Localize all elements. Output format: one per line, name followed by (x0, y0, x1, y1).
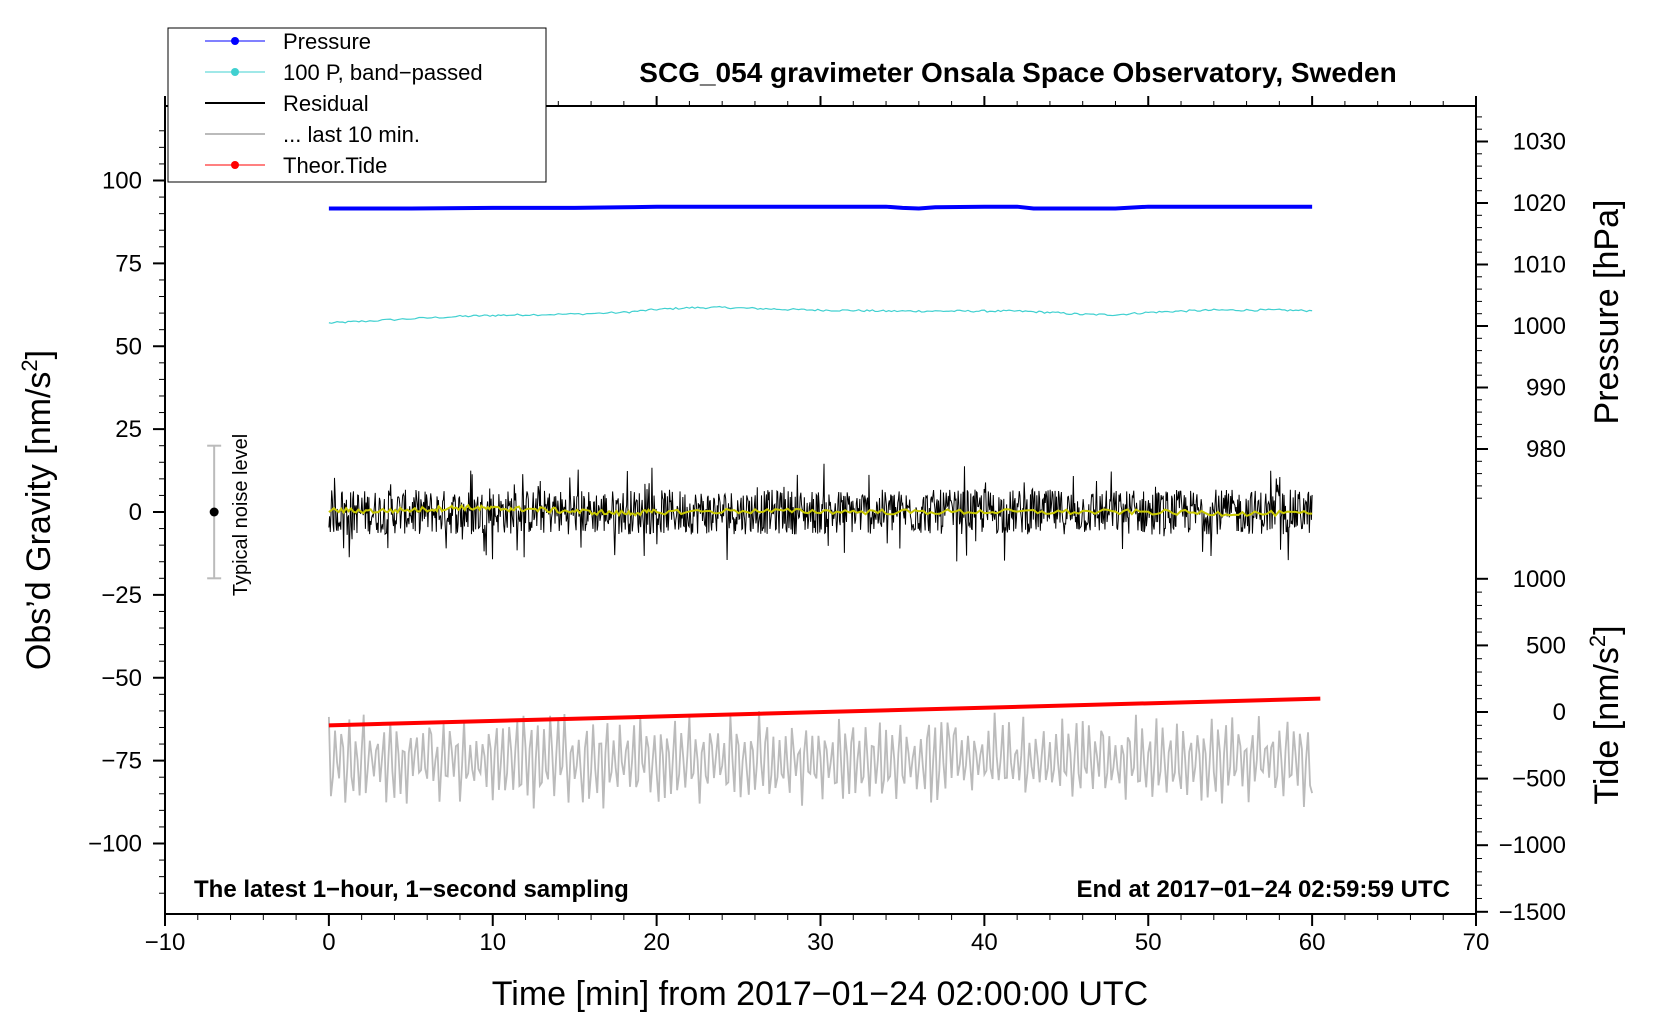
y-tick-label: 50 (115, 333, 142, 360)
series-residual-smoothed (328, 503, 1313, 518)
pressure-tick-label: 1000 (1513, 313, 1566, 340)
labels-layer: SCG_054 gravimeter Onsala Space Observat… (17, 57, 1626, 1013)
legend-label: ... last 10 min. (283, 122, 420, 147)
chart-title: SCG_054 gravimeter Onsala Space Observat… (639, 57, 1396, 88)
legend-marker (231, 37, 239, 45)
x-tick-label: 0 (322, 929, 335, 956)
x-tick-label: 60 (1299, 929, 1326, 956)
pressure-tick-label: 1030 (1513, 129, 1566, 156)
legend: Pressure 100 P, band−passed Residual ... la… (167, 27, 547, 183)
y-tick-label: 75 (115, 250, 142, 277)
x-tick-label: 30 (807, 929, 834, 956)
y-tick-label: −100 (88, 831, 142, 858)
annotation-end-time: End at 2017−01−24 02:59:59 UTC (1076, 876, 1450, 903)
series-layer (207, 204, 1321, 809)
tide-tick-label: −1500 (1499, 899, 1566, 926)
y-axis-title-main: Obs’d Gravity [nm/s2] (17, 350, 58, 670)
y-tick-label: 25 (115, 416, 142, 443)
y-tick-label: 0 (129, 499, 142, 526)
x-tick-label: 40 (971, 929, 998, 956)
legend-label: Residual (283, 91, 369, 116)
legend-box (167, 27, 547, 183)
legend-label: Pressure (283, 29, 371, 54)
pressure-tick-label: 980 (1526, 436, 1566, 463)
legend-marker (231, 161, 239, 169)
annotation-latest-hour: The latest 1−hour, 1−second sampling (194, 876, 629, 903)
legend-label: Theor.Tide (283, 153, 387, 178)
y-tick-label: −75 (101, 748, 142, 775)
ticks-layer: −10 0 10 20 30 40 50 60 701007550250−25−50−75−10… (88, 96, 1566, 956)
pressure-tick-label: 1010 (1513, 252, 1566, 279)
y-tick-label: 100 (102, 168, 142, 195)
x-tick-label: 10 (479, 929, 506, 956)
pressure-tick-label: 1020 (1513, 190, 1566, 217)
x-tick-label: −10 (145, 929, 186, 956)
x-tick-label: 70 (1463, 929, 1490, 956)
series-pressure-bandpassed (328, 305, 1313, 324)
y-tick-label: −50 (101, 665, 142, 692)
y-axis-title-pressure: Pressure [hPa] (1588, 200, 1626, 425)
pressure-tick-label: 990 (1526, 375, 1566, 402)
series-pressure (328, 204, 1313, 211)
x-axis-title: Time [min] from 2017−01−24 02:00:00 UTC (492, 975, 1148, 1013)
noise-level-label: Typical noise level (230, 434, 252, 596)
legend-label: 100 P, band−passed (283, 60, 483, 85)
x-tick-label: 50 (1135, 929, 1162, 956)
tide-tick-label: −1000 (1499, 832, 1566, 859)
tide-tick-label: −500 (1512, 766, 1566, 793)
x-tick-label: 20 (643, 929, 670, 956)
y-axis-title-tide: Tide [nm/s2] (1585, 625, 1626, 804)
noise-bar-dot (209, 507, 219, 517)
y-tick-label: −25 (101, 582, 142, 609)
legend-marker (231, 68, 239, 76)
series-last-10-min (327, 711, 1313, 809)
tide-tick-label: 500 (1526, 632, 1566, 659)
series-theor-tide (328, 696, 1321, 728)
tide-tick-label: 0 (1553, 699, 1566, 726)
tide-tick-label: 1000 (1513, 566, 1566, 593)
